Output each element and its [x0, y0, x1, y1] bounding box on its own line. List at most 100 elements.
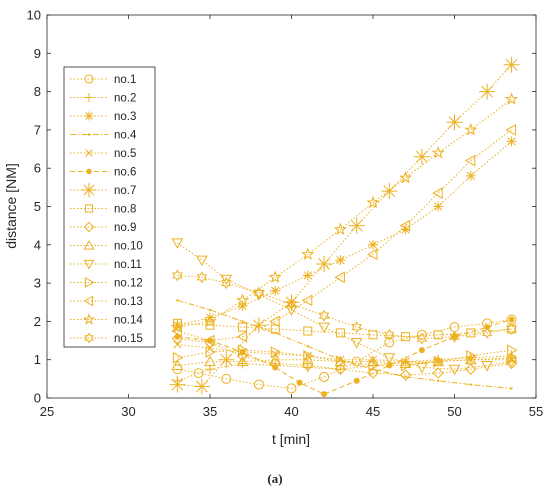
data-point-no-8: [466, 328, 476, 338]
y-tick-label: 3: [34, 276, 41, 291]
data-point-no-10: [464, 353, 477, 365]
data-point-no-8: [205, 320, 215, 330]
data-point-no-3: [433, 201, 444, 212]
legend-item-no-10: no.10: [70, 239, 143, 253]
data-point-no-4: [208, 308, 212, 312]
x-axis-label: t [min]: [272, 431, 310, 447]
legend-marker: [84, 111, 94, 121]
data-point-no-14: [504, 92, 519, 105]
series-line-no-9: [177, 338, 512, 376]
data-point-no-8: [270, 324, 280, 334]
data-point-no-14: [333, 222, 348, 236]
legend: no.1 no.2 no.3 no.4 no.5 no.6 no.7 no.8 no.9 no.1…: [63, 66, 156, 348]
data-point-no-11: [481, 360, 493, 372]
legend-marker: [87, 133, 91, 136]
legend-marker: [82, 313, 96, 325]
data-point-no-7: [193, 378, 210, 395]
data-point-no-1: [221, 373, 232, 384]
legend-marker: [81, 182, 97, 198]
data-point-no-15: [196, 271, 208, 284]
data-point-no-9: [204, 336, 216, 349]
data-point-no-15: [384, 328, 395, 341]
data-point-no-7: [316, 255, 333, 272]
legend-item-no-8: no.8: [70, 204, 136, 216]
data-point-no-4: [404, 375, 407, 379]
data-point-no-13: [203, 334, 215, 347]
legend-item-no-7: no.7: [70, 182, 136, 198]
data-point-no-10: [171, 359, 184, 370]
x-tick-label: 30: [121, 404, 135, 419]
y-tick-label: 6: [34, 161, 41, 176]
data-point-no-15: [481, 326, 493, 339]
data-point-no-14: [170, 320, 185, 333]
data-point-no-4: [510, 387, 513, 390]
legend-label: no.12: [114, 278, 143, 290]
legend-label: no.1: [114, 74, 136, 86]
data-point-no-15: [172, 269, 183, 282]
data-point-no-3: [172, 320, 183, 331]
data-point-no-8: [433, 330, 443, 340]
data-point-no-15: [318, 309, 330, 322]
data-point-no-7: [169, 376, 186, 393]
data-point-no-6: [418, 347, 425, 354]
series-no-13: [171, 124, 517, 347]
data-point-no-3: [302, 270, 313, 281]
data-point-no-15: [416, 332, 428, 345]
data-point-no-1: [253, 379, 264, 390]
data-point-no-14: [301, 247, 315, 261]
data-point-no-13: [432, 187, 443, 199]
data-point-no-6: [451, 333, 458, 340]
data-point-no-12: [238, 344, 249, 356]
data-point-no-11: [220, 274, 233, 286]
data-point-no-7: [348, 217, 365, 234]
data-point-no-1: [286, 383, 297, 394]
data-point-no-9: [171, 332, 184, 345]
data-point-no-7: [283, 294, 300, 311]
data-point-no-8: [238, 322, 248, 332]
data-point-no-11: [505, 357, 518, 368]
data-point-no-12: [205, 346, 217, 358]
data-point-no-12: [270, 346, 282, 358]
data-point-no-12: [466, 350, 477, 362]
y-tick-label: 4: [34, 237, 41, 252]
data-point-no-6: [272, 364, 279, 371]
data-point-no-1: [416, 329, 427, 340]
x-tick-label: 40: [284, 404, 298, 419]
legend-label: no.4: [114, 130, 137, 142]
legend-label: no.15: [114, 333, 143, 345]
data-point-no-4: [437, 379, 440, 382]
series-line-no-15: [177, 274, 512, 340]
legend-marker: [86, 168, 92, 175]
series-layer: [169, 56, 520, 398]
data-point-no-10: [236, 355, 249, 367]
data-point-no-7: [218, 351, 235, 368]
data-point-no-8: [172, 318, 182, 328]
legend-label: no.7: [114, 185, 136, 197]
legend-item-no-1: no.1: [70, 74, 136, 86]
legend-item-no-4: no.4: [70, 130, 137, 142]
legend-marker: [84, 277, 95, 288]
data-point-no-11: [383, 353, 396, 364]
series-no-7: [169, 56, 520, 395]
data-point-no-15: [449, 330, 460, 343]
y-tick-label: 8: [34, 84, 41, 99]
legend-marker: [84, 93, 94, 102]
data-point-no-13: [301, 294, 313, 307]
x-tick-label: 50: [447, 404, 461, 419]
series-no-12: [172, 344, 518, 372]
data-point-no-6: [353, 377, 360, 384]
legend-marker: [83, 239, 95, 250]
data-point-no-13: [399, 219, 411, 232]
x-tick-label: 55: [529, 404, 543, 419]
data-point-no-3: [465, 170, 476, 181]
data-point-no-5: [173, 340, 182, 349]
data-point-no-3: [368, 239, 378, 250]
y-tick-label: 2: [34, 314, 41, 329]
legend-label: no.5: [114, 148, 136, 160]
legend-item-no-14: no.14: [70, 313, 143, 327]
data-point-no-12: [507, 344, 518, 356]
data-point-no-12: [335, 355, 347, 368]
y-tick-label: 9: [34, 46, 41, 61]
series-no-8: [172, 318, 517, 342]
